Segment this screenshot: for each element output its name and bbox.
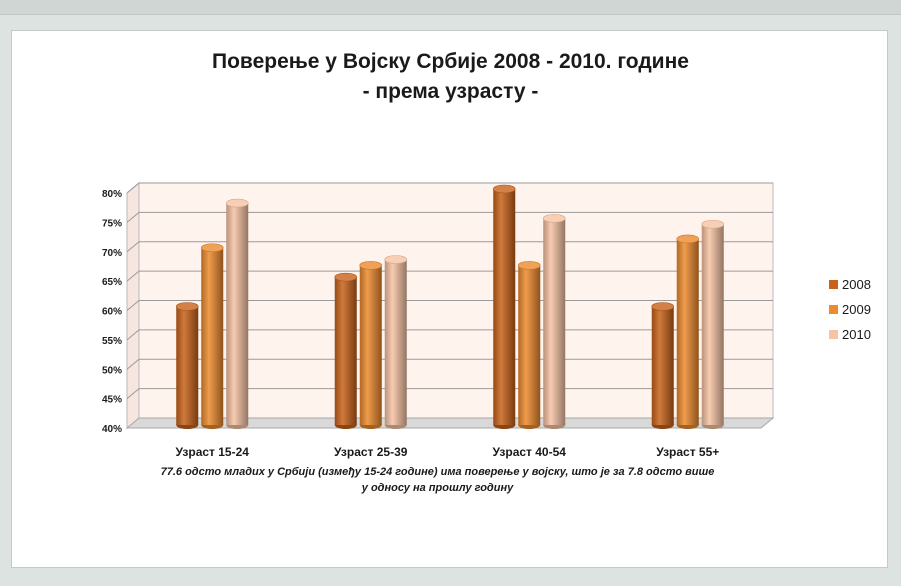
x-category-label: Узраст 55+ <box>656 445 719 459</box>
bar-top <box>334 272 358 282</box>
legend-swatch <box>829 330 838 339</box>
bar-2008-0 <box>176 306 199 425</box>
y-tick-label: 60% <box>102 307 122 318</box>
y-tick-label: 45% <box>102 395 122 406</box>
y-tick-label: 70% <box>102 248 122 259</box>
x-category-label: Узраст 40-54 <box>493 445 567 459</box>
bar-2010-0 <box>226 203 249 425</box>
x-category-label: Узраст 25-39 <box>334 445 408 459</box>
bar-2009-0 <box>201 247 224 425</box>
bar-2008-2 <box>493 189 516 425</box>
footnote-line-1: 77.6 одсто младих у Србији (између 15-24… <box>160 466 715 478</box>
bar-2008-1 <box>334 277 357 425</box>
bar-top <box>676 234 700 244</box>
y-tick-label: 65% <box>102 277 122 288</box>
bar-2009-1 <box>359 265 382 425</box>
bar-top <box>492 184 516 194</box>
legend-swatch <box>829 280 838 289</box>
chart-title: Поверење у Војску Србије 2008 - 2010. го… <box>212 50 689 73</box>
bar-2010-3 <box>701 224 724 425</box>
y-tick-label: 40% <box>102 424 122 435</box>
legend-label: 2009 <box>842 302 871 317</box>
bar-2008-3 <box>651 306 674 425</box>
x-category-label: Узраст 15-24 <box>176 445 250 459</box>
plot-floor <box>125 417 775 429</box>
bar-top <box>542 214 566 223</box>
y-tick-label: 50% <box>102 365 122 376</box>
bar-top <box>225 198 249 208</box>
y-tick-label: 80% <box>102 189 122 200</box>
bar-top <box>651 302 675 311</box>
bar-top <box>175 302 199 311</box>
bar-2009-2 <box>518 265 541 425</box>
bar-top <box>359 261 383 270</box>
chart-subtitle: - према узрасту - <box>362 80 539 103</box>
footnote-line-2: у односу на прошлу годину <box>361 482 514 494</box>
bar-top <box>384 255 408 264</box>
bar-top <box>200 243 224 253</box>
y-tick-label: 75% <box>102 218 122 229</box>
legend-swatch <box>829 305 838 314</box>
top-band <box>0 0 901 15</box>
y-tick-label: 55% <box>102 336 122 347</box>
gridline <box>126 211 773 223</box>
footnote: 77.6 одсто младих у Србији (између 15-24… <box>40 464 835 496</box>
bar-2010-1 <box>384 259 407 425</box>
bar-2010-2 <box>543 218 566 425</box>
bar-top <box>701 219 725 229</box>
gridline <box>126 182 773 194</box>
bar-2009-3 <box>676 238 699 425</box>
legend-label: 2008 <box>842 277 871 292</box>
bar-top <box>517 261 541 270</box>
legend-label: 2010 <box>842 327 871 342</box>
